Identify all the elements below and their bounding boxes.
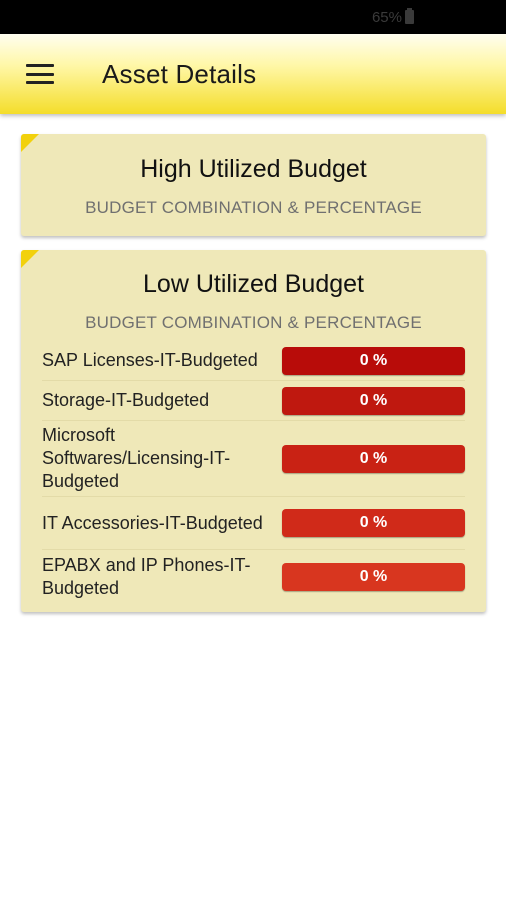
budget-row[interactable]: IT Accessories-IT-Budgeted 0 % [42,497,465,550]
budget-label: IT Accessories-IT-Budgeted [42,512,263,533]
budget-row[interactable]: Microsoft Softwares/Licensing-IT-Budgete… [42,421,465,497]
percentage-bar: 0 % [282,386,465,415]
menu-icon[interactable] [26,64,54,84]
card-subtitle: BUDGET COMBINATION & PERCENTAGE [85,313,422,332]
budget-label: EPABX and IP Phones-IT-Budgeted [42,554,251,598]
low-utilized-budget-card[interactable]: Low Utilized Budget BUDGET COMBINATION &… [21,250,486,612]
card-subtitle: BUDGET COMBINATION & PERCENTAGE [85,198,422,217]
high-utilized-budget-card[interactable]: High Utilized Budget BUDGET COMBINATION … [21,134,486,236]
percentage-bar: 0 % [282,562,465,591]
budget-label: Storage-IT-Budgeted [42,390,210,410]
status-bar: 65% [0,0,506,34]
battery-icon [405,8,414,24]
budget-row[interactable]: EPABX and IP Phones-IT-Budgeted 0 % [42,550,465,603]
battery-percentage: 65% [371,8,402,26]
budget-label: Microsoft Softwares/Licensing-IT-Budgete… [42,425,231,491]
budget-row[interactable]: SAP Licenses-IT-Budgeted 0 % [42,341,465,381]
card-title: High Utilized Budget [140,155,367,183]
card-corner-accent [21,134,39,152]
percentage-bar: 0 % [282,444,465,473]
card-title: Low Utilized Budget [143,270,364,298]
budget-list: SAP Licenses-IT-Budgeted 0 % Storage-IT-… [21,341,486,603]
budget-label: SAP Licenses-IT-Budgeted [42,350,258,370]
page-title: Asset Details [102,58,257,89]
percentage-bar: 0 % [282,509,465,537]
percentage-bar: 0 % [282,346,465,375]
app-bar: Asset Details [0,34,506,114]
card-corner-accent [21,250,39,268]
budget-row[interactable]: Storage-IT-Budgeted 0 % [42,381,465,421]
